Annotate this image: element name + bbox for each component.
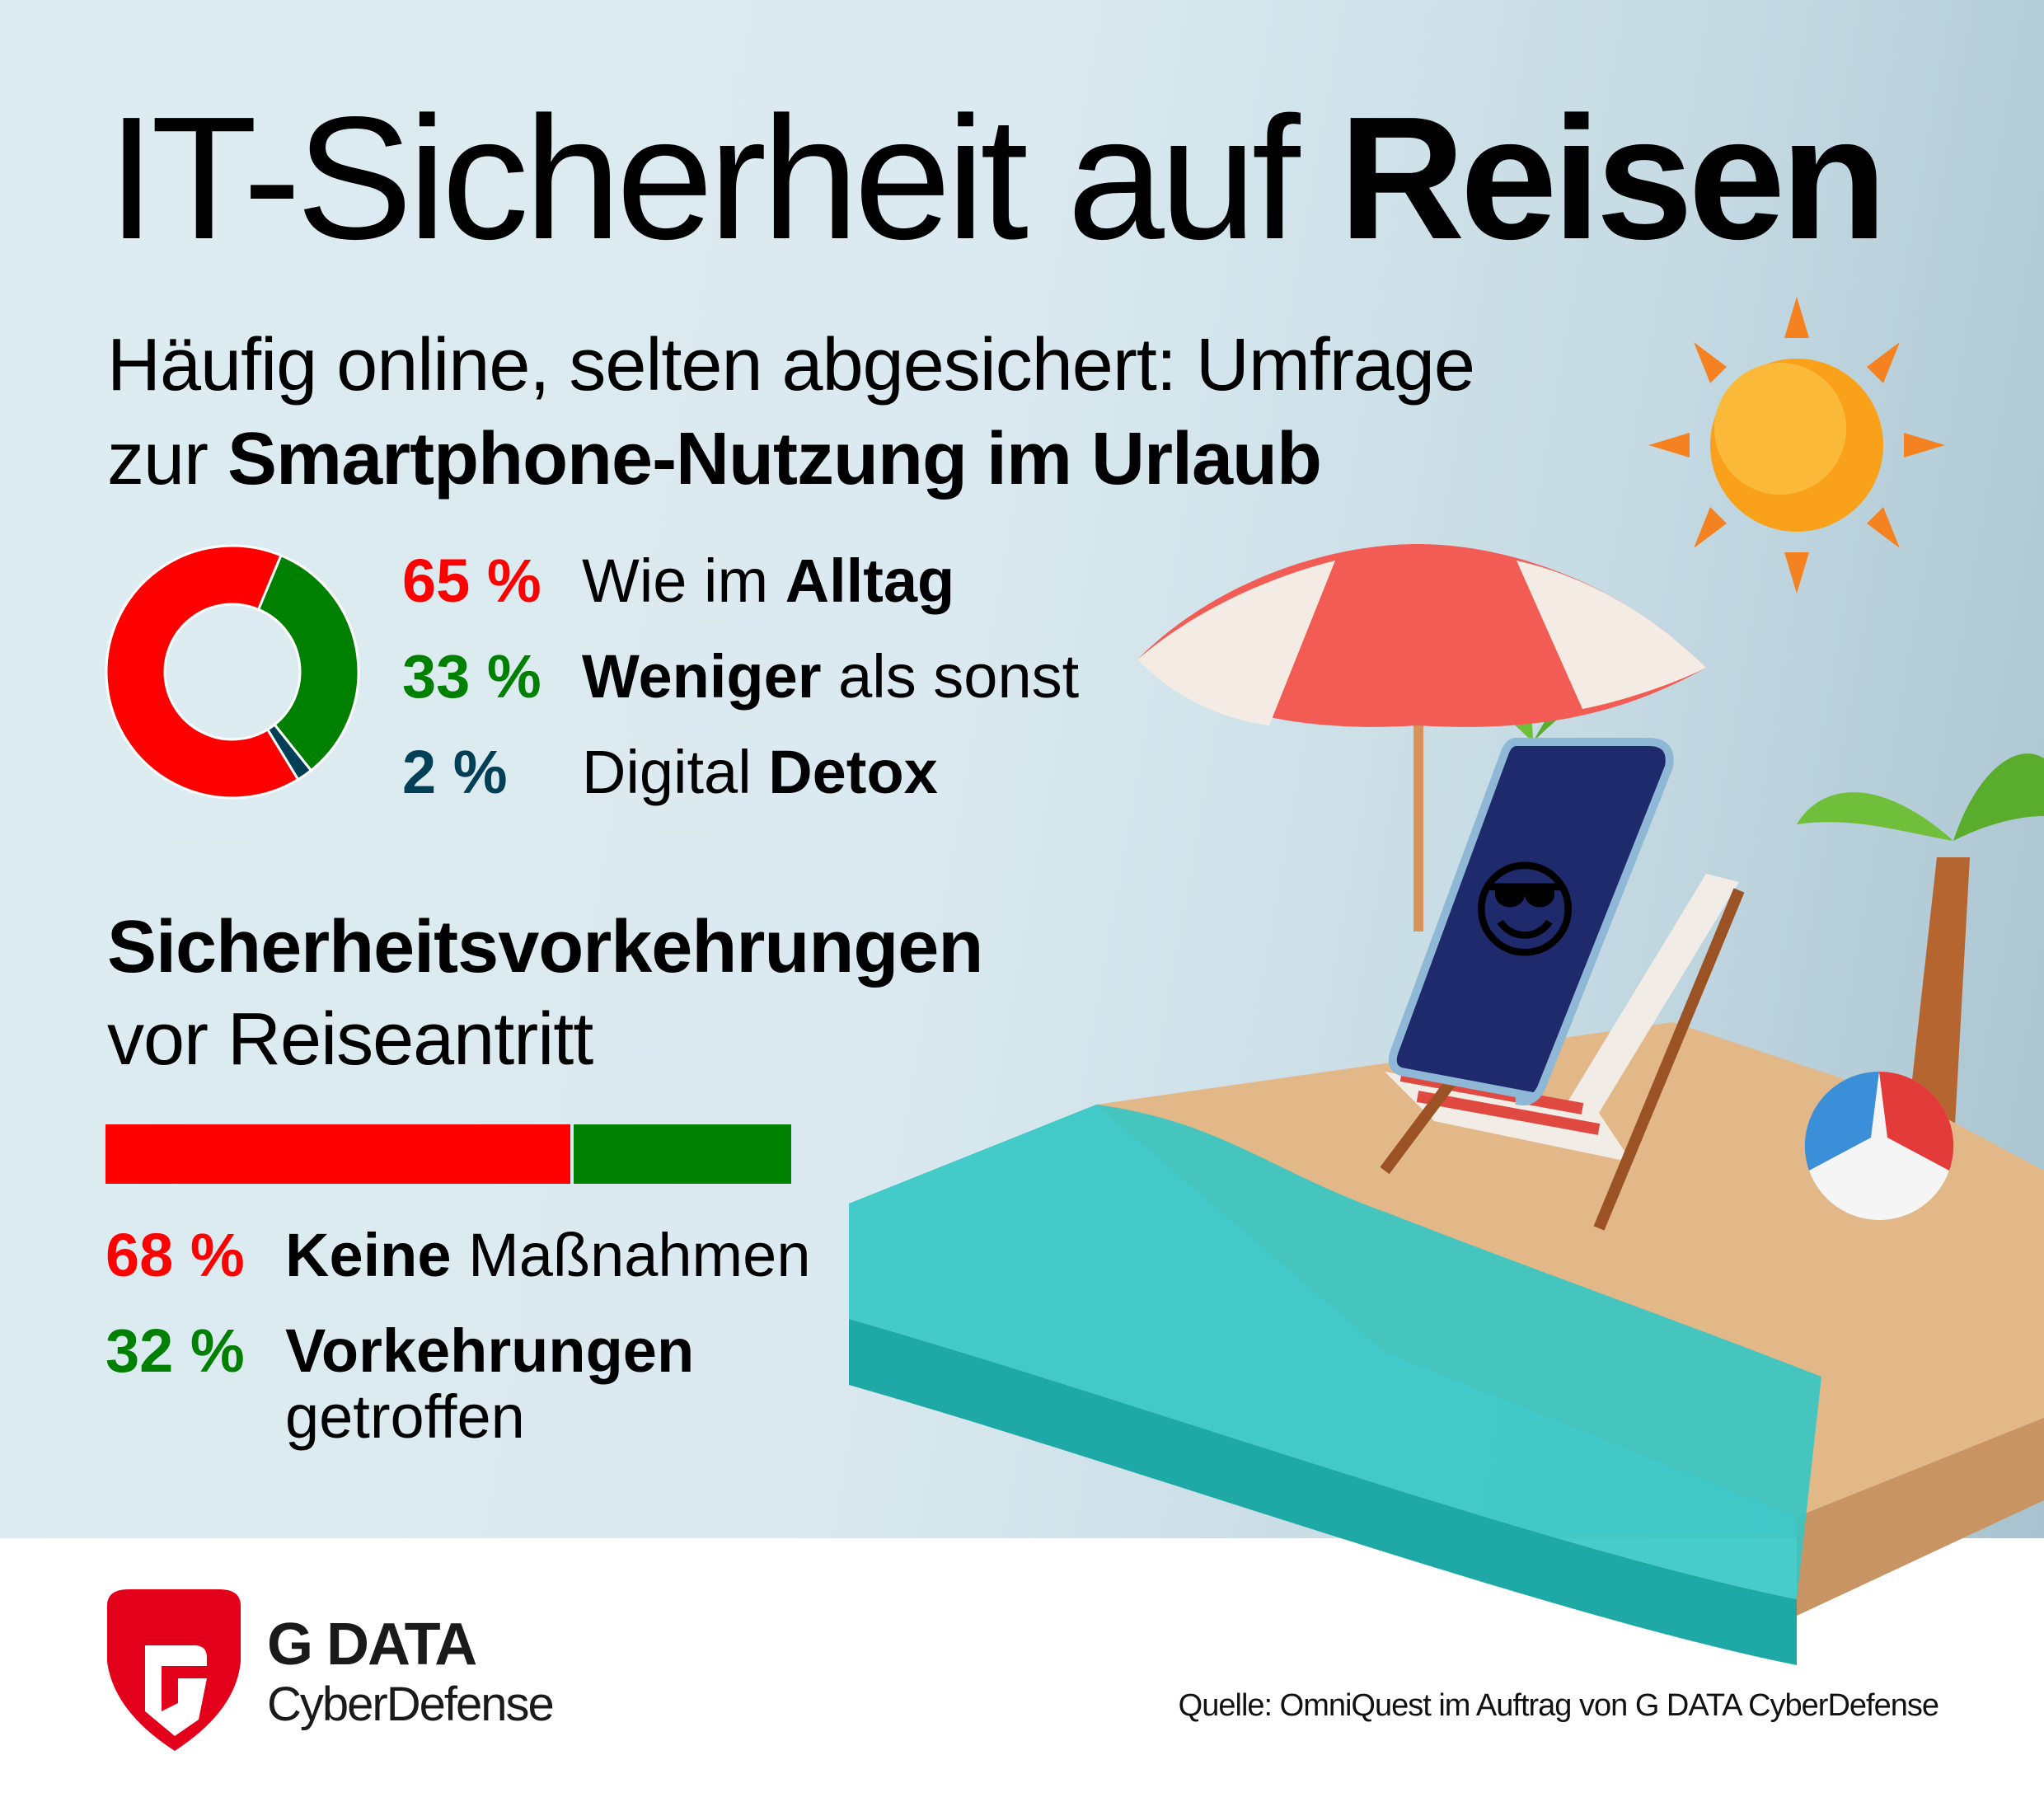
source-note: Quelle: OmniQuest im Auftrag von G DATA …: [1178, 1688, 1939, 1723]
logo-name: G DATA: [267, 1612, 477, 1678]
smartphone-icon: 😎: [1388, 738, 1674, 1105]
precautions-subheading: vor Reiseantritt: [107, 998, 593, 1081]
sun-icon: [1648, 297, 1945, 594]
donut-slice: [105, 544, 300, 800]
usage-donut-chart: [105, 544, 360, 800]
gdata-shield-logo-icon: [107, 1589, 241, 1751]
precautions-heading: Sicherheitsvorkehrungen: [107, 906, 983, 988]
sunglasses-emoji-icon: 😎: [1469, 851, 1581, 971]
subtitle-line2: zur Smartphone-Nutzung im Urlaub: [107, 418, 1322, 500]
logo-subtitle: CyberDefense: [267, 1678, 555, 1731]
subtitle-line1: Häufig online, selten abgesichert: Umfra…: [107, 324, 1475, 406]
usage-row-weniger: 33 % Weniger als sonst: [402, 642, 1080, 711]
beach-ball-icon: [1804, 1071, 1954, 1220]
precautions-row-taken: 32 % Vorkehrungen getroffen: [105, 1316, 695, 1451]
precautions-bar-none: [105, 1124, 570, 1184]
umbrella-icon: [1137, 544, 1706, 932]
page-title: IT-Sicherheit auf Reisen: [107, 80, 1887, 275]
precautions-row-none: 68 % Keine Maßnahmen: [105, 1221, 811, 1289]
water: [849, 1105, 1821, 1665]
beach-illustration: 😎: [849, 297, 2044, 1665]
usage-row-detox: 2 % Digital Detox: [402, 738, 938, 806]
precautions-bar-taken: [573, 1124, 791, 1184]
donut-slice: [256, 553, 360, 772]
usage-row-alltag: 65 % Wie im Alltag: [402, 547, 955, 615]
